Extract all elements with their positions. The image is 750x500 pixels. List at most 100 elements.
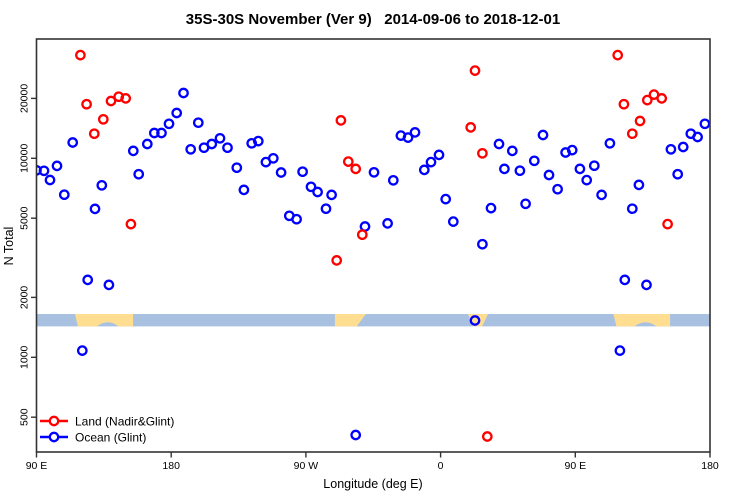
data-point-ocean <box>305 181 317 193</box>
data-point-ocean <box>665 143 677 155</box>
data-point-ocean <box>574 163 586 175</box>
y-tick-label: 20000 <box>19 84 31 113</box>
data-point-ocean <box>626 203 638 215</box>
data-point-ocean <box>252 135 264 147</box>
data-point-ocean <box>368 166 380 178</box>
data-point-land <box>656 93 668 104</box>
data-point-ocean <box>477 238 488 250</box>
y-axis-title: N Total <box>2 227 16 266</box>
data-point-ocean <box>89 203 101 215</box>
data-point-ocean <box>38 165 50 177</box>
data-point-land <box>618 98 630 110</box>
data-point-land <box>634 115 646 127</box>
data-point-ocean <box>82 274 94 286</box>
legend-ocean-circle-icon <box>48 431 60 443</box>
data-point-ocean <box>469 315 481 326</box>
data-point-ocean <box>231 162 243 174</box>
data-point-ocean <box>44 174 56 186</box>
data-point-ocean <box>677 141 689 153</box>
data-point-land <box>105 95 117 107</box>
data-point-ocean <box>506 145 518 157</box>
data-point-ocean <box>633 179 645 191</box>
data-point-ocean <box>614 345 626 356</box>
legend-ocean-label: Ocean (Glint) <box>75 431 146 445</box>
data-point-ocean <box>326 189 337 201</box>
data-point-ocean <box>275 167 287 178</box>
data-point-ocean <box>156 127 167 139</box>
data-point-land <box>97 113 109 125</box>
data-point-ocean <box>418 164 430 176</box>
data-point-land <box>612 49 624 61</box>
data-point-ocean <box>537 129 549 141</box>
data-point-ocean <box>493 138 505 150</box>
data-point-ocean <box>514 165 526 177</box>
x-tick-label: 90 W <box>294 460 319 472</box>
data-point-ocean <box>692 131 703 143</box>
data-point-ocean <box>402 132 414 143</box>
data-point-ocean <box>433 149 445 161</box>
data-point-ocean <box>222 142 233 154</box>
data-point-ocean <box>171 107 183 119</box>
data-point-ocean <box>641 279 652 291</box>
data-point-land <box>125 218 137 230</box>
data-point-ocean <box>103 279 115 291</box>
x-axis-title: Longitude (deg E) <box>323 477 422 491</box>
legend-land-circle-icon <box>48 415 60 427</box>
data-point-land <box>356 229 368 241</box>
x-tick-label: 0 <box>438 460 444 472</box>
data-point-ocean <box>178 87 189 99</box>
data-point-ocean <box>312 186 323 198</box>
data-point-ocean <box>67 137 79 148</box>
data-point-ocean <box>206 138 218 150</box>
data-point-ocean <box>440 193 452 205</box>
data-point-ocean <box>619 274 631 286</box>
data-point-ocean <box>320 203 332 215</box>
x-tick-label: 90 E <box>564 460 586 472</box>
band-land-patch <box>74 314 134 327</box>
data-point-ocean <box>267 152 279 164</box>
data-point-ocean <box>163 118 175 130</box>
x-tick-label: 90 E <box>26 460 48 472</box>
x-axis: 90 E 180 90 W 0 90 E 180 <box>26 452 719 472</box>
data-point-ocean <box>425 156 437 168</box>
y-axis: 500 1000 2000 5000 10000 20000 <box>19 84 37 426</box>
data-point-ocean <box>596 189 607 201</box>
data-point-land <box>335 115 347 126</box>
data-point-land <box>626 128 638 140</box>
y-tick-label: 500 <box>19 408 31 426</box>
data-point-ocean <box>185 143 197 155</box>
data-point-ocean <box>214 132 226 144</box>
data-point-ocean <box>387 174 399 186</box>
y-tick-label: 2000 <box>19 286 31 310</box>
data-point-land <box>481 431 493 442</box>
data-point-land <box>75 49 86 61</box>
data-point-ocean <box>672 168 684 180</box>
plot-border <box>35 38 711 453</box>
data-point-ocean <box>133 168 145 180</box>
data-point-land <box>465 122 477 133</box>
data-point-land <box>469 65 481 76</box>
x-tick-label: 180 <box>162 460 180 472</box>
data-point-ocean <box>520 198 531 210</box>
data-point-land <box>88 128 100 140</box>
legend-land-label: Land (Nadir&Glint) <box>75 415 174 429</box>
data-point-ocean <box>127 145 139 157</box>
data-point-land <box>477 147 488 159</box>
data-point-ocean <box>588 160 600 172</box>
data-point-ocean <box>581 174 593 186</box>
data-point-ocean <box>350 429 362 441</box>
data-point-ocean <box>297 166 308 178</box>
data-point-ocean <box>543 169 555 181</box>
y-tick-label: 1000 <box>19 345 31 369</box>
map-band <box>36 314 710 327</box>
data-point-land <box>120 93 132 104</box>
data-point-ocean <box>76 345 88 356</box>
data-point-ocean <box>96 179 108 191</box>
data-point-ocean <box>291 213 302 225</box>
data-point-ocean <box>409 127 421 138</box>
legend: Land (Nadir&Glint) Ocean (Glint) <box>40 415 174 445</box>
data-point-ocean <box>447 216 459 227</box>
data-point-ocean <box>58 189 70 201</box>
data-point-ocean <box>499 163 510 175</box>
